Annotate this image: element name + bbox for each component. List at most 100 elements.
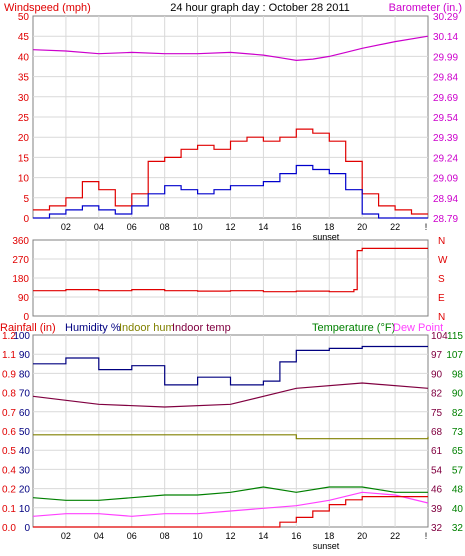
gust-series-line: [33, 164, 428, 219]
barometer-tick-label: 29.99: [433, 52, 458, 63]
temperature-tick-label-alt: 40: [452, 504, 464, 515]
barometer-tick-label: 29.69: [433, 93, 458, 104]
x-tick-label: 18: [324, 531, 334, 541]
wind-direction-series-line: [33, 247, 428, 293]
temperature-tick-label-alt: 65: [452, 446, 464, 457]
x-end-mark: !: [425, 531, 428, 541]
x-tick-label: 08: [160, 222, 170, 232]
barometer-title: Barometer (in.): [389, 2, 462, 14]
windspeed-title: Windspeed (mph): [4, 2, 91, 14]
barometer-tick-label: 30.14: [433, 32, 458, 43]
barometer-tick-label: 30.29: [433, 12, 458, 23]
windspeed-series-line: [33, 128, 428, 215]
x-tick-label: 22: [390, 531, 400, 541]
x-tick-label: 14: [258, 531, 268, 541]
x-tick-label: 04: [94, 531, 104, 541]
compass-label: W: [438, 255, 448, 266]
x-tick-label: 22: [390, 222, 400, 232]
humidity-tick-label: 70: [19, 389, 31, 400]
barometer-tick-label: 29.09: [433, 174, 458, 185]
x-tick-label: 16: [291, 222, 301, 232]
temperature-tick-label-alt: 107: [446, 350, 463, 361]
rainfall-tick-label: 0.9: [2, 369, 16, 380]
wind-direction-tick-label: 270: [12, 255, 29, 266]
x-tick-label: 04: [94, 222, 104, 232]
windspeed-tick-label: 30: [18, 93, 30, 104]
x-tick-label: 18: [324, 222, 334, 232]
humidity-tick-label: 50: [19, 427, 31, 438]
humidity-series-line: [33, 345, 428, 386]
wind-direction-tick-label: 90: [18, 293, 30, 304]
compass-label: N: [438, 312, 445, 323]
x-tick-label: 14: [258, 222, 268, 232]
temperature-tick-label-alt: 48: [452, 485, 464, 496]
rainfall-series-line: [33, 496, 428, 528]
windspeed-tick-label: 15: [18, 153, 30, 164]
compass-label: E: [438, 293, 445, 304]
temperature-tick-label: 68: [431, 427, 443, 438]
sunset-label: sunset: [313, 541, 340, 551]
indoor-hum-header: Indoor hum: [119, 322, 175, 334]
temperature-tick-label-alt: 98: [452, 369, 464, 380]
x-tick-label: 16: [291, 531, 301, 541]
chart-marks-layer: 02 04 06 08 10 12 14 16 18 20 22 sunset! 02 04 06 08 10 1…: [2, 12, 463, 551]
humidity-tick-label: 40: [19, 446, 31, 457]
temperature-tick-label: 61: [431, 446, 443, 457]
dew-point-series-line: [32, 491, 429, 517]
x-tick-label: 20: [357, 531, 367, 541]
compass-label: N: [438, 236, 445, 247]
temperature-tick-label-alt: 32: [452, 523, 464, 534]
sunset-label: sunset: [313, 232, 340, 242]
x-tick-label: 08: [160, 531, 170, 541]
humidity-tick-label: 0: [24, 523, 30, 534]
indoor-hum-series-line: [33, 434, 429, 440]
temperature-tick-label: 75: [431, 408, 443, 419]
windspeed-tick-label: 50: [18, 12, 30, 23]
humidity-tick-label: 20: [19, 485, 31, 496]
windspeed-tick-label: 25: [18, 113, 30, 124]
humidity-tick-label: 60: [19, 408, 31, 419]
rainfall-tick-label: 0.2: [2, 485, 16, 496]
temperature-tick-label: 82: [431, 389, 443, 400]
indoor-temp-series-line: [32, 382, 429, 408]
barometer-tick-label: 29.54: [433, 113, 458, 124]
temperature-tick-label: 46: [431, 485, 443, 496]
temperature-tick-label-alt: 115: [447, 331, 463, 342]
rainfall-header: Rainfall (in): [0, 322, 56, 334]
x-tick-label: 02: [61, 222, 71, 232]
rainfall-tick-label: 1.1: [2, 350, 16, 361]
wind-direction-tick-label: 360: [12, 236, 29, 247]
temperature-tick-label: 104: [431, 331, 448, 342]
rainfall-tick-label: 0.8: [2, 389, 16, 400]
rainfall-tick-label: 0.6: [2, 427, 16, 438]
windspeed-tick-label: 5: [23, 194, 29, 205]
x-tick-label: 06: [127, 531, 137, 541]
compass-label: S: [438, 274, 445, 285]
windspeed-tick-label: 40: [18, 52, 30, 63]
x-tick-label: 12: [225, 222, 235, 232]
temperature-tick-label-alt: 57: [452, 465, 464, 476]
x-tick-label: 10: [193, 222, 203, 232]
rainfall-tick-label: 1.2: [2, 331, 16, 342]
windspeed-tick-label: 35: [18, 73, 30, 84]
humidity-tick-label: 80: [19, 369, 31, 380]
temperature-tick-label: 90: [431, 369, 443, 380]
barometer-tick-label: 28.79: [433, 214, 458, 225]
temperature-header: Temperature (°F): [312, 322, 395, 334]
graph-title: 24 hour graph day : October 28 2011: [170, 2, 350, 14]
dew-point-header: Dew Point: [393, 322, 443, 334]
x-tick-label: 12: [225, 531, 235, 541]
barometer-tick-label: 29.39: [433, 133, 458, 144]
x-tick-label: 02: [61, 531, 71, 541]
humidity-tick-label: 90: [19, 350, 31, 361]
barometer-tick-label: 29.24: [433, 153, 458, 164]
x-tick-label: 06: [127, 222, 137, 232]
temperature-tick-label: 97: [431, 350, 443, 361]
temperature-tick-label: 32: [431, 523, 443, 534]
x-end-mark: !: [425, 222, 428, 232]
temperature-tick-label: 39: [431, 504, 443, 515]
temperature-tick-label-alt: 82: [452, 408, 464, 419]
temperature-tick-label: 54: [431, 465, 443, 476]
